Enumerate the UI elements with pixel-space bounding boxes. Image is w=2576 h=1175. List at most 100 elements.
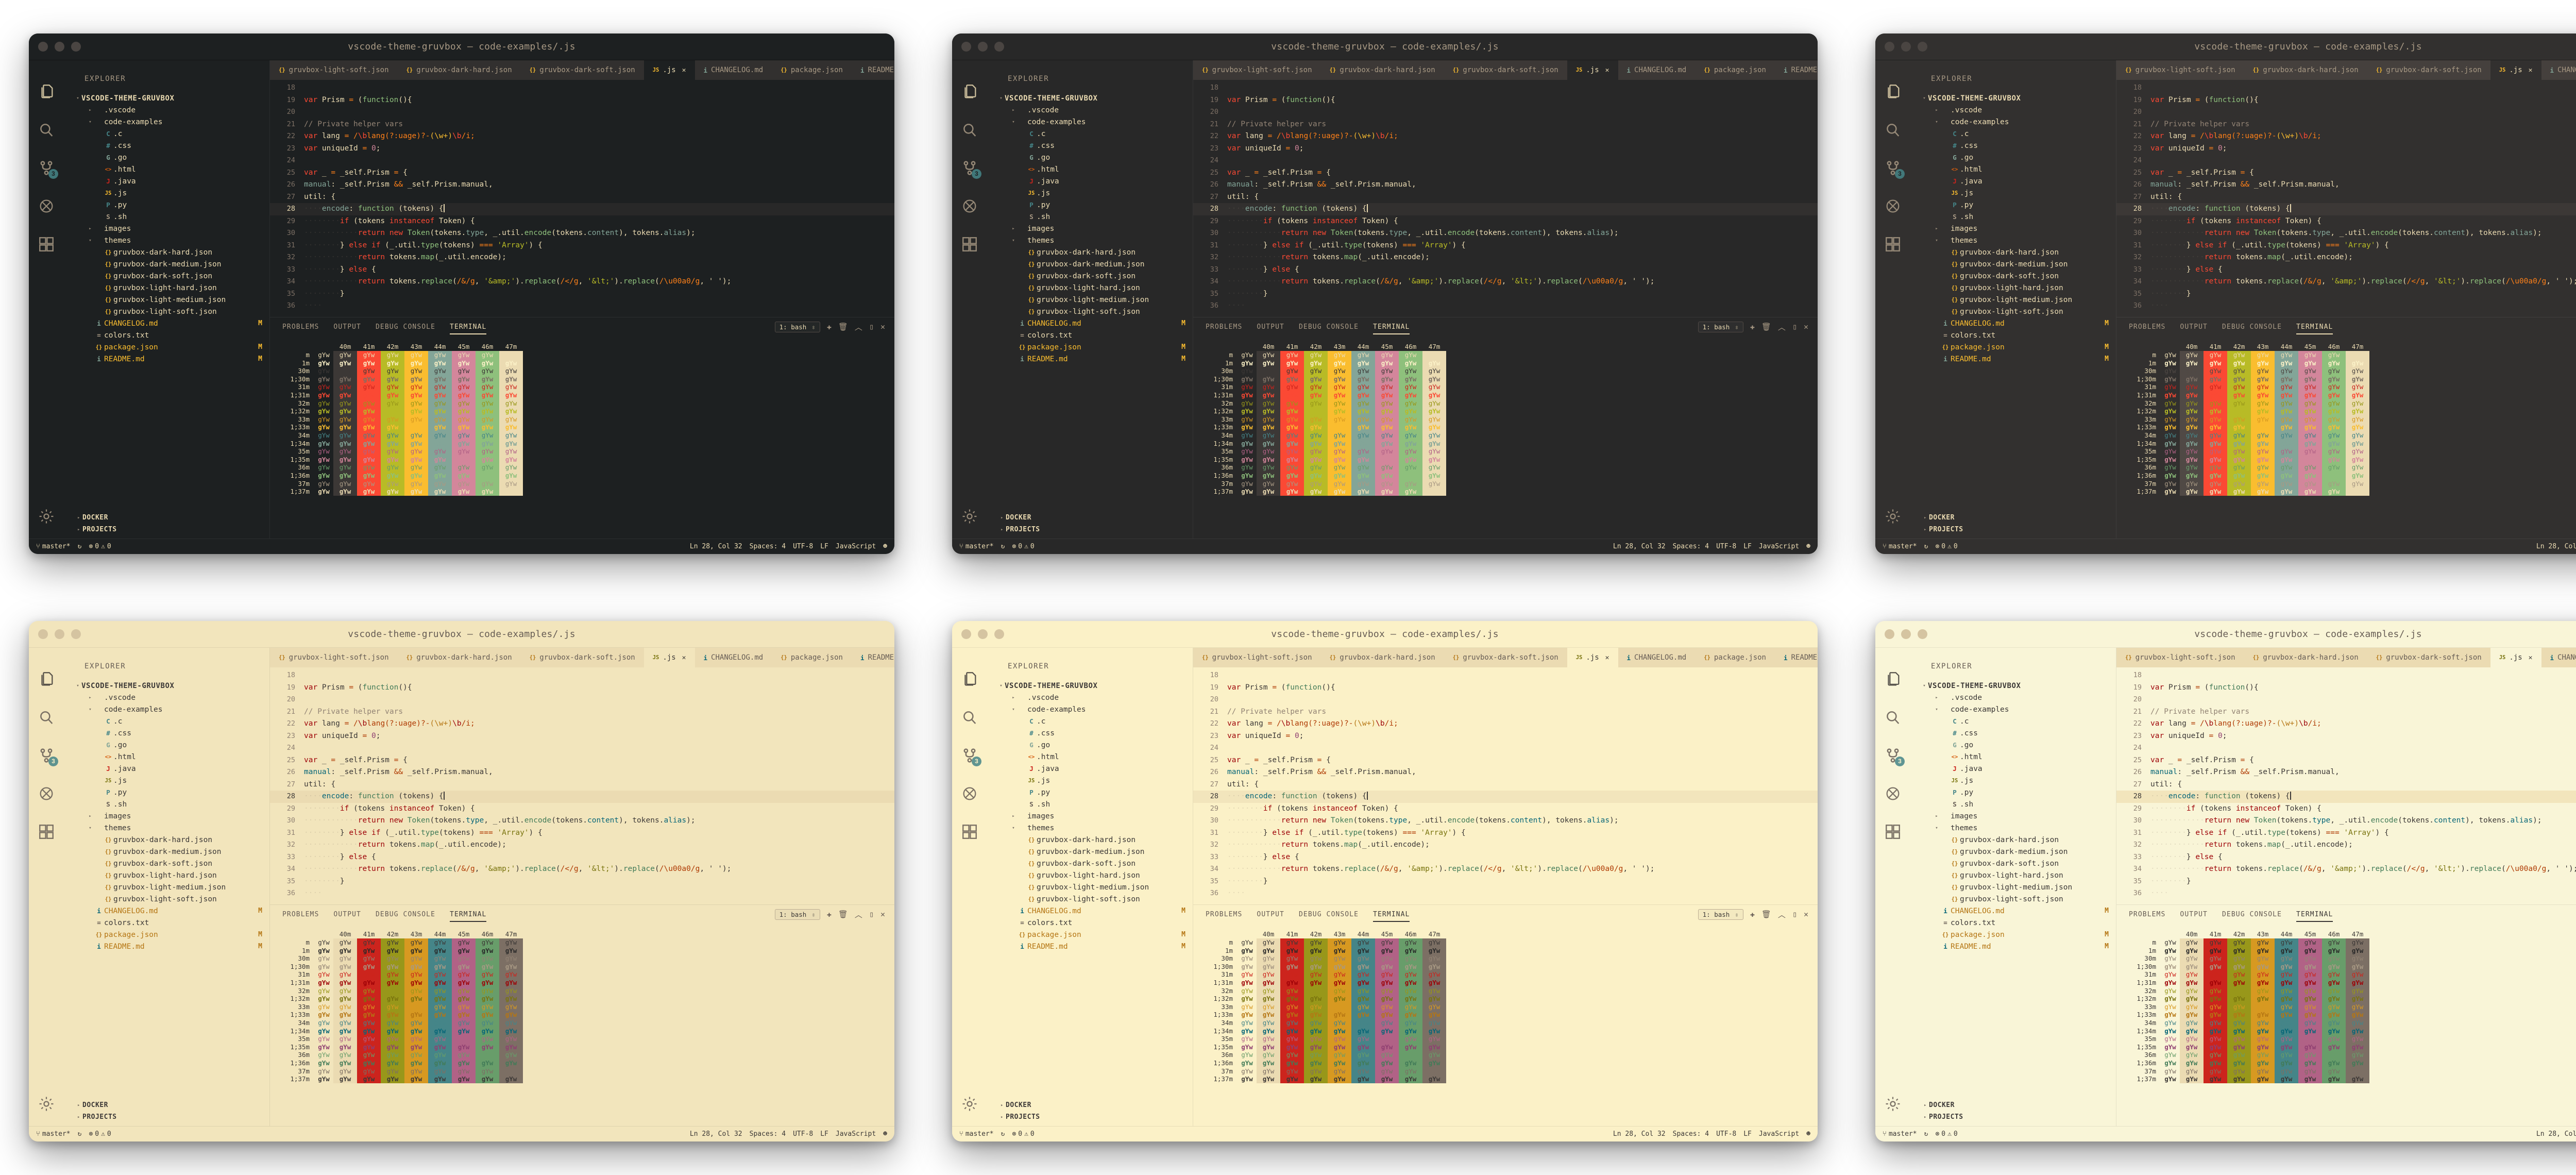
sidebar-section-docker[interactable]: ▸ DOCKER xyxy=(987,512,1193,524)
terminal-shell-select[interactable]: 1: bash ⇳ xyxy=(774,321,820,332)
explorer-icon[interactable] xyxy=(1884,83,1902,100)
tree-item[interactable]: JS .js xyxy=(987,775,1193,786)
tree-item[interactable]: ▾ code-examples xyxy=(64,116,269,128)
search-icon[interactable] xyxy=(961,709,978,726)
new-terminal-icon[interactable]: ✚ xyxy=(826,910,832,919)
panel-tab-terminal[interactable]: TERMINAL xyxy=(450,910,487,922)
panel-tab-terminal[interactable]: TERMINAL xyxy=(450,323,487,334)
tree-item[interactable]: <> .html xyxy=(64,751,269,763)
status-sync-icon[interactable]: ↻ xyxy=(1001,543,1005,550)
status-language[interactable]: JavaScript xyxy=(835,543,876,550)
kill-terminal-icon[interactable]: 🗑 xyxy=(1761,322,1771,331)
tree-item[interactable]: # .css xyxy=(987,727,1193,739)
tree-item[interactable]: S .sh xyxy=(987,211,1193,223)
maximize-panel-icon[interactable]: ︿ xyxy=(854,910,862,919)
debug-icon[interactable] xyxy=(38,197,55,215)
tab-package-json[interactable]: {} package.json xyxy=(1695,60,1775,80)
status-branch[interactable]: ⑂ master* xyxy=(1883,543,1917,550)
tree-item[interactable]: JS .js xyxy=(1910,775,2116,786)
sidebar-section-projects[interactable]: ▸ PROJECTS xyxy=(987,1111,1193,1123)
tree-item[interactable]: ▾ code-examples xyxy=(64,703,269,715)
settings-gear-icon[interactable] xyxy=(1884,508,1902,525)
close-button[interactable] xyxy=(961,629,971,639)
status-position[interactable]: Ln 28, Col 32 xyxy=(2536,1130,2576,1138)
tab-gruvbox-dark-hard-json[interactable]: {} gruvbox-dark-hard.json xyxy=(2244,60,2367,80)
tree-item[interactable]: ▸ .vscode xyxy=(987,104,1193,116)
tree-item[interactable]: i CHANGELOG.md M xyxy=(1910,317,2116,329)
tree-item[interactable]: J .java xyxy=(1910,763,2116,775)
tree-item[interactable]: P .py xyxy=(64,786,269,798)
close-button[interactable] xyxy=(38,42,48,52)
tree-item[interactable]: {} gruvbox-dark-medium.json xyxy=(1910,258,2116,270)
settings-gear-icon[interactable] xyxy=(961,508,978,525)
status-encoding[interactable]: UTF-8 xyxy=(1716,543,1737,550)
tree-item[interactable]: G .go xyxy=(1910,152,2116,163)
explorer-icon[interactable] xyxy=(38,83,55,100)
status-eol[interactable]: LF xyxy=(820,1130,828,1138)
sidebar-section-projects[interactable]: ▸ PROJECTS xyxy=(1910,524,2116,535)
tree-root-row[interactable]: ▾ VSCODE-THEME-GRUVBOX xyxy=(987,680,1193,692)
tree-item[interactable]: = colors.txt xyxy=(64,329,269,341)
tree-item[interactable]: {} gruvbox-dark-medium.json xyxy=(987,846,1193,858)
status-position[interactable]: Ln 28, Col 32 xyxy=(2536,543,2576,550)
zoom-button[interactable] xyxy=(994,629,1004,639)
tree-item[interactable]: ▸ images xyxy=(987,810,1193,822)
tree-item[interactable]: C .c xyxy=(64,128,269,140)
tab-gruvbox-dark-hard-json[interactable]: {} gruvbox-dark-hard.json xyxy=(1320,60,1444,80)
status-language[interactable]: JavaScript xyxy=(1758,1130,1800,1138)
tree-item[interactable]: {} gruvbox-dark-soft.json xyxy=(64,270,269,282)
panel-tab-problems[interactable]: PROBLEMS xyxy=(2129,323,2166,331)
tree-item[interactable]: {} gruvbox-dark-hard.json xyxy=(987,834,1193,846)
status-sync-icon[interactable]: ↻ xyxy=(1924,543,1928,550)
extensions-icon[interactable] xyxy=(1884,236,1902,253)
tab-gruvbox-light-soft-json[interactable]: {} gruvbox-light-soft.json xyxy=(270,60,398,80)
search-icon[interactable] xyxy=(961,121,978,139)
panel-tab-output[interactable]: OUTPUT xyxy=(2180,910,2208,918)
panel-tab-output[interactable]: OUTPUT xyxy=(333,910,361,918)
tree-root-row[interactable]: ▾ VSCODE-THEME-GRUVBOX xyxy=(64,680,269,692)
source-control-icon[interactable]: 3 xyxy=(38,159,58,179)
tree-item[interactable]: {} package.json M xyxy=(987,341,1193,353)
tree-item[interactable]: {} package.json M xyxy=(1910,341,2116,353)
tree-item[interactable]: i README.md M xyxy=(987,941,1193,952)
tree-item[interactable]: ▸ .vscode xyxy=(987,692,1193,703)
sidebar-section-docker[interactable]: ▸ DOCKER xyxy=(1910,1099,2116,1111)
tab--js[interactable]: JS .js ✕ xyxy=(2490,60,2541,80)
explorer-icon[interactable] xyxy=(961,83,978,100)
tree-item[interactable]: {} gruvbox-dark-medium.json xyxy=(64,258,269,270)
tree-item[interactable]: i CHANGELOG.md M xyxy=(987,905,1193,917)
kill-terminal-icon[interactable]: 🗑 xyxy=(838,910,848,919)
tree-root-row[interactable]: ▾ VSCODE-THEME-GRUVBOX xyxy=(64,92,269,104)
status-spaces[interactable]: Spaces: 4 xyxy=(749,1130,786,1138)
tree-item[interactable]: {} gruvbox-dark-soft.json xyxy=(987,270,1193,282)
tree-item[interactable]: ▾ code-examples xyxy=(987,703,1193,715)
tree-item[interactable]: J .java xyxy=(1910,175,2116,187)
tree-item[interactable]: {} gruvbox-light-medium.json xyxy=(987,294,1193,306)
explorer-icon[interactable] xyxy=(961,670,978,688)
tab-close-icon[interactable]: ✕ xyxy=(2528,653,2533,662)
maximize-panel-icon[interactable]: ︿ xyxy=(1777,910,1786,919)
tab-package-json[interactable]: {} package.json xyxy=(772,648,852,667)
tree-item[interactable]: # .css xyxy=(987,140,1193,152)
tree-item[interactable]: C .c xyxy=(1910,128,2116,140)
close-button[interactable] xyxy=(1885,42,1894,52)
tab-close-icon[interactable]: ✕ xyxy=(682,66,686,74)
tab-gruvbox-dark-soft-json[interactable]: {} gruvbox-dark-soft.json xyxy=(1444,60,1567,80)
tab-gruvbox-light-soft-json[interactable]: {} gruvbox-light-soft.json xyxy=(270,648,398,667)
tree-item[interactable]: {} gruvbox-dark-soft.json xyxy=(1910,858,2116,869)
status-sync-icon[interactable]: ↻ xyxy=(77,543,82,550)
source-control-icon[interactable]: 3 xyxy=(1884,747,1905,766)
close-panel-icon[interactable]: ✕ xyxy=(880,322,885,331)
terminal-shell-select[interactable]: 1: bash ⇳ xyxy=(1698,321,1743,332)
search-icon[interactable] xyxy=(1884,709,1902,726)
tree-item[interactable]: P .py xyxy=(987,199,1193,211)
tree-item[interactable]: i CHANGELOG.md M xyxy=(64,317,269,329)
status-errors[interactable]: ⊗ 0 ⚠ 0 xyxy=(1012,1130,1034,1138)
settings-gear-icon[interactable] xyxy=(38,508,55,525)
status-sync-icon[interactable]: ↻ xyxy=(77,1130,82,1138)
tab-package-json[interactable]: {} package.json xyxy=(1695,648,1775,667)
tree-item[interactable]: {} gruvbox-light-soft.json xyxy=(64,893,269,905)
smiley-icon[interactable]: ☻ xyxy=(1806,1130,1810,1138)
